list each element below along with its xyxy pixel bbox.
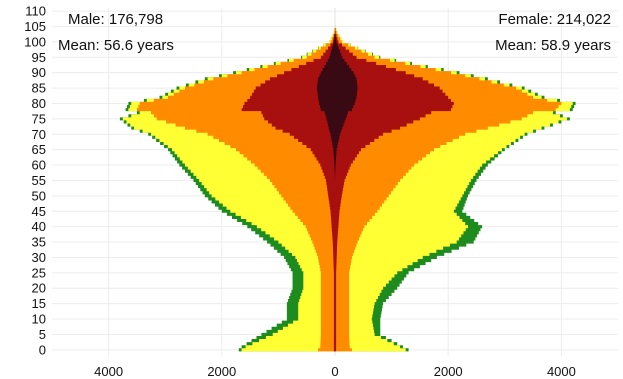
- y-tick-label-50: 50: [32, 188, 46, 203]
- y-tick-label-80: 80: [32, 96, 46, 111]
- male-area-series-4: [316, 24, 335, 352]
- y-tick-label-70: 70: [32, 127, 46, 142]
- y-tick-label-95: 95: [32, 50, 46, 65]
- axis-layer: 0510152025303540455055606570758085909510…: [24, 4, 576, 379]
- x-tick-label-2: 0: [331, 364, 338, 379]
- y-tick-label-90: 90: [32, 65, 46, 80]
- y-tick-label-40: 40: [32, 219, 46, 234]
- y-tick-label-0: 0: [39, 342, 46, 357]
- y-tick-label-30: 30: [32, 250, 46, 265]
- y-tick-label-85: 85: [32, 81, 46, 96]
- y-tick-label-45: 45: [32, 204, 46, 219]
- male-area-series-3: [241, 24, 335, 352]
- female-total-label: Female: 214,022: [498, 11, 611, 28]
- x-tick-label-4: 4000: [547, 364, 576, 379]
- annotation-layer: Male: 176,798 Mean: 56.6 years Female: 2…: [58, 11, 611, 54]
- area-layer: [119, 24, 576, 352]
- female-mean-label: Mean: 58.9 years: [495, 37, 611, 54]
- y-tick-label-5: 5: [39, 327, 46, 342]
- y-tick-label-25: 25: [32, 265, 46, 280]
- y-tick-label-55: 55: [32, 173, 46, 188]
- x-tick-label-1: 2000: [207, 364, 236, 379]
- female-area-series-9: [335, 24, 358, 352]
- y-tick-label-105: 105: [24, 19, 46, 34]
- y-tick-label-35: 35: [32, 235, 46, 250]
- y-tick-label-15: 15: [32, 296, 46, 311]
- male-total-label: Male: 176,798: [68, 11, 163, 28]
- female-area-series-8: [335, 24, 454, 352]
- y-tick-label-65: 65: [32, 142, 46, 157]
- y-tick-label-100: 100: [24, 34, 46, 49]
- male-mean-label: Mean: 56.6 years: [58, 37, 174, 54]
- y-tick-label-60: 60: [32, 158, 46, 173]
- y-tick-label-10: 10: [32, 312, 46, 327]
- y-tick-label-20: 20: [32, 281, 46, 296]
- y-tick-label-110: 110: [25, 4, 46, 19]
- x-tick-label-0: 4000: [94, 364, 123, 379]
- y-tick-label-75: 75: [32, 111, 46, 126]
- x-tick-label-3: 2000: [434, 364, 463, 379]
